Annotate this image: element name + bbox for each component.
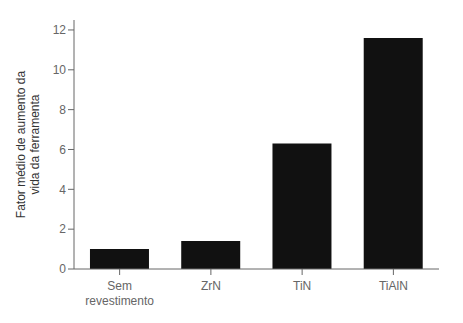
svg-text:0: 0 (59, 262, 66, 276)
svg-text:6: 6 (59, 143, 66, 157)
svg-text:Semrevestimento: Semrevestimento (85, 279, 154, 307)
svg-text:ZrN: ZrN (201, 279, 221, 293)
svg-text:TiN: TiN (293, 279, 311, 293)
svg-text:TiAlN: TiAlN (379, 279, 408, 293)
svg-text:10: 10 (53, 63, 67, 77)
svg-text:4: 4 (59, 183, 66, 197)
svg-text:8: 8 (59, 103, 66, 117)
svg-text:12: 12 (53, 23, 67, 37)
svg-text:2: 2 (59, 222, 66, 236)
svg-text:Fator médio de aumento davida: Fator médio de aumento davida da ferrame… (14, 70, 42, 218)
